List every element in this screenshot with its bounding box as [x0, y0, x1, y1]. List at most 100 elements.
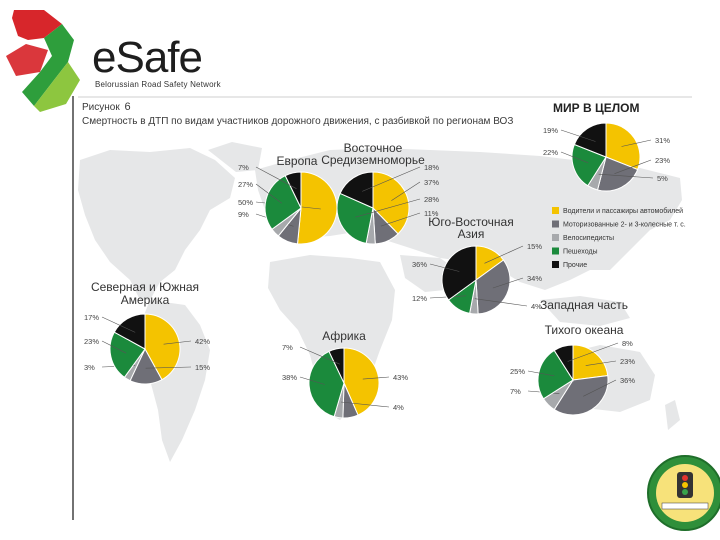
- pie-region-6: 23% 36% 7% 25% 8% Западная часть Тихого океана: [510, 298, 635, 416]
- legend-label: Моторизованные 2- и 3-колесные т. с.: [563, 222, 686, 229]
- leader-line: [560, 129, 596, 142]
- leader-line: [621, 139, 652, 147]
- leader-line: [598, 173, 654, 179]
- leader-line: [299, 346, 340, 365]
- pie-region-5: 43% 4% 38% 7% Африка: [282, 329, 408, 419]
- leader-line: [101, 340, 127, 354]
- data-label: 8%: [622, 339, 633, 348]
- emblem-red-light: [682, 475, 688, 481]
- leader-line: [391, 181, 421, 201]
- leader-line: [583, 379, 617, 397]
- pie-slice: [284, 171, 302, 209]
- leader-line: [362, 376, 390, 380]
- pie-slice: [308, 350, 345, 418]
- data-label: 7%: [282, 343, 293, 352]
- pie-slice: [553, 344, 574, 382]
- data-label: 31%: [655, 136, 670, 145]
- map-greenland: [208, 142, 262, 172]
- leader-line: [492, 277, 524, 289]
- data-label: 23%: [655, 156, 670, 165]
- leader-line: [340, 401, 390, 408]
- region-title: Восточное: [344, 141, 403, 155]
- data-label: 38%: [282, 373, 297, 382]
- logo-green-shape: [22, 24, 74, 106]
- pie-slice: [441, 245, 477, 301]
- legend-swatch: [552, 207, 559, 214]
- data-label: 9%: [238, 210, 249, 219]
- region-title: Европа: [277, 154, 318, 168]
- pie-slice: [553, 375, 609, 416]
- leader-line: [484, 245, 524, 264]
- pie-region-1: 50% 9% 27% 7% Европа: [238, 154, 338, 245]
- legend-swatch: [552, 220, 559, 228]
- leader-line: [255, 183, 282, 204]
- data-label: 7%: [510, 387, 521, 396]
- leader-line: [527, 370, 555, 377]
- logo-lightgreen-shape: [34, 62, 80, 112]
- region-title: Средиземноморье: [321, 153, 425, 167]
- data-label: 23%: [620, 357, 635, 366]
- pie-slice: [336, 192, 374, 244]
- legend-label: Пешеходы: [563, 249, 598, 256]
- data-label: 42%: [195, 337, 210, 346]
- pie-slice: [475, 259, 511, 315]
- region-title: Америка: [121, 293, 170, 307]
- leader-line: [163, 340, 192, 345]
- data-label: 27%: [238, 180, 253, 189]
- data-label: 34%: [527, 274, 542, 283]
- legend-swatch: [552, 234, 559, 241]
- pie-slice: [343, 347, 380, 416]
- leader-line: [614, 159, 652, 174]
- data-label: 36%: [620, 376, 635, 385]
- region-title: Африка: [322, 329, 366, 343]
- data-label: 4%: [393, 403, 404, 412]
- leader-line: [585, 360, 617, 366]
- data-label: 7%: [238, 163, 249, 172]
- legend-label: Прочие: [563, 262, 587, 269]
- pie-slice: [113, 313, 146, 350]
- data-label: 22%: [543, 148, 558, 157]
- data-label: 11%: [424, 209, 439, 218]
- pie-slice: [339, 171, 374, 209]
- data-label: 23%: [84, 337, 99, 346]
- emblem-road: [661, 502, 709, 510]
- legend-swatch: [552, 261, 559, 268]
- leader-line: [567, 342, 619, 362]
- pie-slice: [571, 143, 607, 187]
- emblem-yellow-light: [682, 482, 688, 488]
- data-label: 15%: [527, 242, 542, 251]
- data-label: 3%: [84, 363, 95, 372]
- pie-slice: [572, 344, 609, 381]
- leader-line: [299, 376, 325, 385]
- data-label: 5%: [657, 174, 668, 183]
- legend: Водители и пассажиры автомобилей Моторизо…: [552, 207, 686, 269]
- region-title: Юго-Восточная: [428, 215, 513, 229]
- legend-label: Водители и пассажиры автомобилей: [563, 207, 683, 215]
- pie-slice: [372, 171, 410, 235]
- world-pie-title: МИР В ЦЕЛОМ: [553, 101, 640, 115]
- pie-slice: [144, 313, 181, 381]
- data-label: 50%: [238, 198, 253, 207]
- region-title: Северная и Южная: [91, 280, 199, 294]
- figure-subtitle: Смертность в ДТП по видам участников дор…: [82, 116, 514, 127]
- pie-slice: [109, 331, 146, 379]
- pie-slice: [537, 349, 574, 400]
- data-label: 4%: [531, 302, 542, 311]
- map-north-america: [78, 148, 235, 300]
- map-new-zealand: [665, 400, 680, 430]
- emblem-green-light: [682, 489, 688, 495]
- pie-world: 31% 23% 5% 22% 19%: [543, 122, 670, 192]
- logo-red-shape-2: [6, 44, 48, 76]
- leader-line: [380, 212, 421, 227]
- data-label: 36%: [412, 260, 427, 269]
- data-label: 43%: [393, 373, 408, 382]
- figure-label: Рисунок: [82, 102, 120, 113]
- logo-red-shape: [12, 10, 62, 40]
- data-label: 15%: [195, 363, 210, 372]
- pie-slice: [264, 174, 302, 230]
- logo-text: eSafe: [92, 33, 203, 82]
- data-label: 25%: [510, 367, 525, 376]
